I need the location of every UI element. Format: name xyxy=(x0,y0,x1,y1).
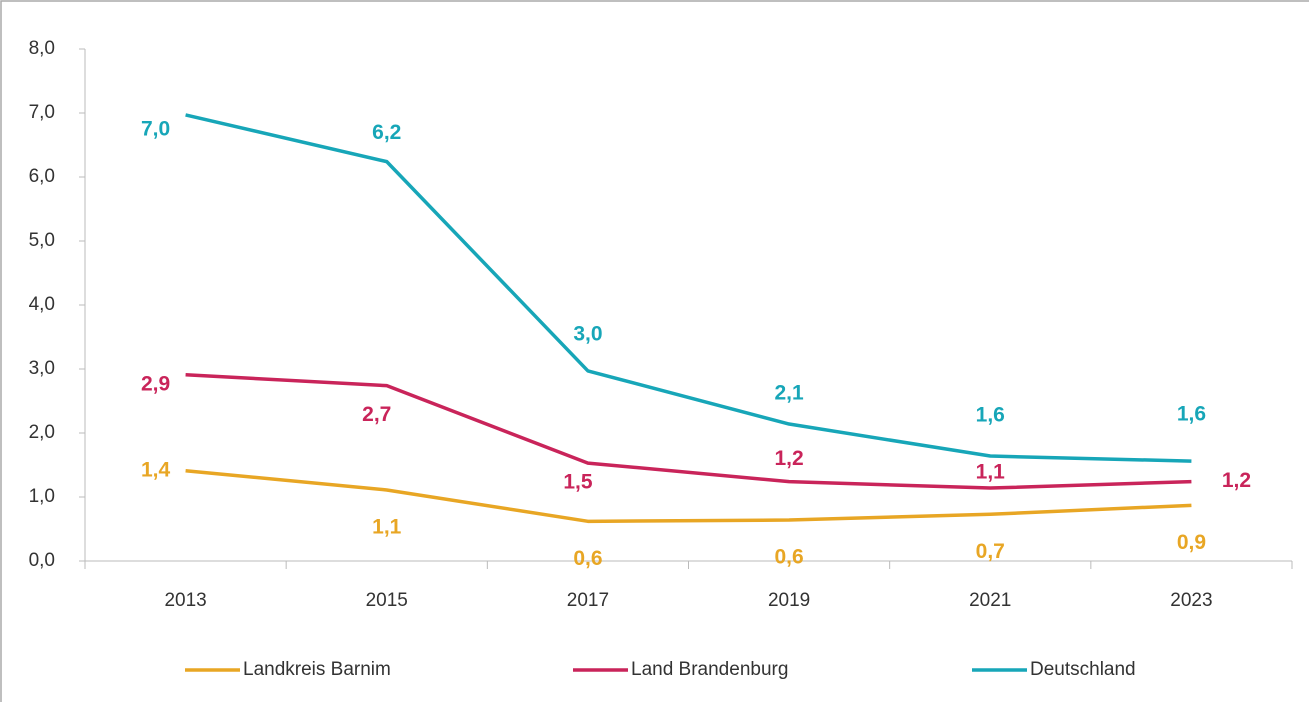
y-tick-label: 4,0 xyxy=(29,294,55,315)
data-label: 2,9 xyxy=(141,372,170,395)
y-tick-label: 0,0 xyxy=(29,550,55,571)
data-label: 0,7 xyxy=(976,540,1005,563)
data-label: 0,6 xyxy=(774,546,803,569)
data-label: 6,2 xyxy=(372,121,401,144)
legend-label: Deutschland xyxy=(1030,659,1136,680)
data-label: 2,1 xyxy=(774,382,804,405)
legend-label: Landkreis Barnim xyxy=(243,659,391,680)
y-tick-label: 7,0 xyxy=(29,102,55,123)
data-label: 1,2 xyxy=(1222,469,1251,492)
data-label: 1,5 xyxy=(563,471,593,494)
data-label: 1,1 xyxy=(372,516,402,539)
data-label: 2,7 xyxy=(362,403,391,426)
x-tick-label: 2015 xyxy=(366,590,408,611)
data-label: 1,6 xyxy=(1177,403,1206,426)
legend-label: Land Brandenburg xyxy=(631,659,788,680)
data-label: 3,0 xyxy=(573,322,602,345)
y-tick-label: 2,0 xyxy=(29,422,55,443)
x-tick-label: 2021 xyxy=(969,590,1011,611)
series-line xyxy=(185,373,1192,490)
data-label: 1,4 xyxy=(141,458,171,481)
data-label: 1,1 xyxy=(976,461,1006,484)
data-label: 0,9 xyxy=(1177,531,1206,554)
data-label: 1,6 xyxy=(976,404,1005,427)
x-tick-label: 2019 xyxy=(768,590,810,611)
data-label: 0,6 xyxy=(573,547,602,570)
y-tick-label: 3,0 xyxy=(29,358,55,379)
y-tick-label: 8,0 xyxy=(29,38,55,59)
y-tick-label: 5,0 xyxy=(29,230,55,251)
series-line xyxy=(185,113,1192,463)
x-tick-label: 2023 xyxy=(1170,590,1212,611)
y-tick-label: 1,0 xyxy=(29,486,55,507)
series-line xyxy=(185,469,1192,524)
x-tick-label: 2013 xyxy=(164,590,206,611)
data-label: 7,0 xyxy=(141,117,170,140)
y-tick-label: 6,0 xyxy=(29,166,55,187)
data-label: 1,2 xyxy=(774,447,803,470)
x-tick-label: 2017 xyxy=(567,590,609,611)
